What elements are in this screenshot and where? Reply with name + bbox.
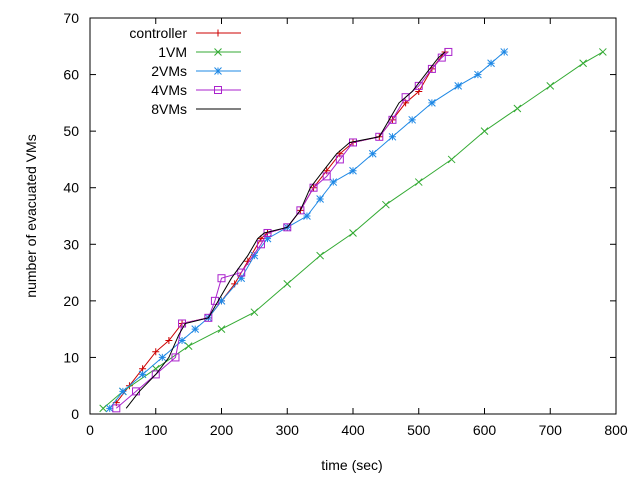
data-point — [480, 127, 489, 135]
data-point — [191, 325, 200, 333]
data-point — [375, 132, 384, 141]
x-tick-label: 100 — [144, 422, 168, 438]
y-tick-label: 20 — [63, 293, 79, 309]
y-tick-label: 70 — [63, 10, 79, 26]
legend-marker — [214, 29, 222, 37]
x-tick-label: 700 — [539, 422, 563, 438]
data-point — [99, 404, 108, 413]
data-point — [158, 353, 167, 362]
data-point — [237, 274, 246, 283]
data-point — [152, 348, 160, 356]
data-point — [296, 206, 305, 215]
legend-label: 4VMs — [151, 82, 187, 98]
data-point — [138, 370, 147, 379]
data-point — [349, 229, 357, 237]
data-point — [250, 308, 259, 317]
series-layer — [99, 47, 607, 413]
x-tick-label: 600 — [473, 422, 497, 438]
legend-label: 8VMs — [151, 101, 187, 117]
data-point — [303, 212, 311, 220]
data-point — [335, 155, 344, 164]
data-point — [447, 155, 456, 164]
y-tick-label: 40 — [63, 180, 79, 196]
data-point — [151, 370, 160, 379]
data-point — [487, 59, 495, 68]
data-point — [119, 387, 127, 396]
legend: controller 1VM 2VMs 4VMs 8VMs — [129, 25, 241, 117]
x-tick-label: 300 — [276, 422, 300, 438]
data-point — [250, 251, 259, 260]
y-tick-label: 60 — [63, 67, 79, 83]
x-tick-label: 800 — [604, 422, 628, 438]
y-tick-label: 0 — [71, 406, 79, 422]
data-point — [322, 172, 331, 181]
data-point — [349, 166, 357, 175]
x-axis-label: time (sec) — [321, 457, 382, 473]
series-8vms — [125, 51, 446, 409]
data-point — [105, 404, 114, 413]
data-point — [454, 82, 463, 90]
data-point — [171, 353, 180, 362]
data-point — [598, 48, 607, 56]
data-point — [401, 93, 410, 102]
legend-label: 1VM — [158, 44, 187, 60]
y-tick-label: 30 — [63, 236, 79, 252]
data-point — [184, 342, 193, 350]
x-tick-label: 200 — [210, 422, 234, 438]
data-point — [316, 251, 324, 260]
legend-marker — [214, 48, 222, 56]
legend-marker — [214, 67, 222, 75]
data-point — [283, 223, 292, 232]
data-point — [204, 313, 213, 322]
data-point — [283, 280, 292, 288]
series-line — [125, 51, 446, 409]
y-tick-label: 10 — [63, 349, 79, 365]
data-point — [500, 48, 509, 56]
legend-label: controller — [129, 25, 187, 41]
y-tick-label: 50 — [63, 123, 79, 139]
legend-label: 2VMs — [151, 63, 187, 79]
x-tick-label: 400 — [341, 422, 365, 438]
data-point — [217, 274, 226, 283]
x-tick-label: 500 — [407, 422, 431, 438]
data-point — [428, 99, 436, 107]
data-point — [112, 404, 121, 413]
data-point — [474, 70, 482, 79]
data-point — [316, 195, 324, 203]
data-point — [329, 178, 338, 186]
legend-marker — [214, 86, 222, 94]
axis-ticks: 0 100 200 300 400 500 600 700 800 0 10 20 30 40 50 60 70 — [63, 10, 627, 438]
data-point — [382, 200, 390, 209]
data-point — [217, 325, 226, 333]
y-axis-label: number of evacuated VMs — [23, 134, 39, 297]
data-point — [217, 297, 226, 305]
data-point — [165, 336, 173, 344]
data-point — [546, 82, 555, 90]
x-tick-label: 0 — [86, 422, 94, 438]
data-point — [263, 234, 272, 243]
data-point — [256, 240, 265, 249]
data-point — [513, 104, 522, 113]
data-point — [368, 149, 377, 158]
data-point — [414, 178, 423, 186]
data-point — [579, 59, 587, 68]
data-point — [388, 132, 397, 141]
data-point — [237, 268, 246, 277]
data-point — [178, 336, 186, 345]
data-point — [408, 115, 417, 124]
